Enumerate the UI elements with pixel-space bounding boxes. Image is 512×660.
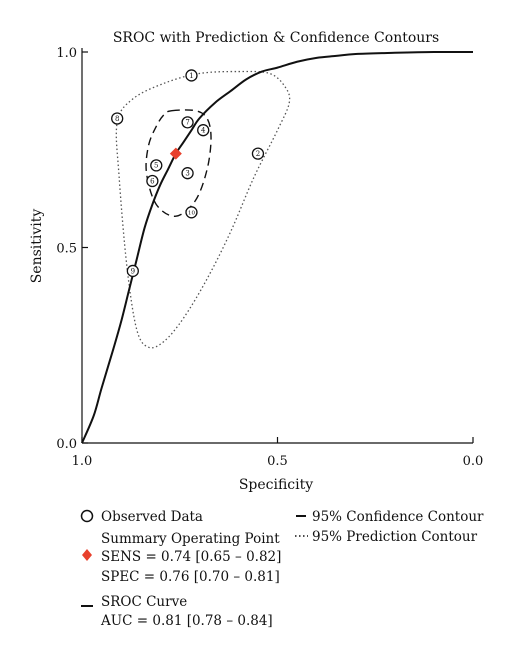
legend-prediction-label: 95% Prediction Contour bbox=[312, 529, 478, 545]
observed-point-label: 8 bbox=[115, 115, 119, 123]
legend-observed-label: Observed Data bbox=[101, 509, 203, 525]
legend-summary-title: Summary Operating Point bbox=[101, 531, 280, 547]
observed-point-label: 2 bbox=[256, 150, 260, 158]
observed-point-label: 7 bbox=[185, 119, 189, 127]
y-axis-label: Sensitivity bbox=[29, 209, 45, 284]
legend-confidence-label: 95% Confidence Contour bbox=[312, 509, 484, 525]
y-tick-label: 0.0 bbox=[56, 437, 77, 452]
observed-point-marker bbox=[185, 69, 198, 82]
observed-point: 6 bbox=[146, 174, 159, 188]
observed-point-label: 1 bbox=[189, 72, 193, 80]
sroc-curve bbox=[81, 50, 474, 444]
legend-sroc-title: SROC Curve bbox=[101, 594, 187, 610]
legend-summary-marker bbox=[82, 549, 92, 561]
observed-point-marker bbox=[251, 147, 265, 160]
observed-point-label: 4 bbox=[201, 127, 206, 135]
observed-point: 4 bbox=[197, 124, 210, 137]
confidence-contour bbox=[145, 109, 212, 217]
observed-point-marker bbox=[181, 167, 194, 180]
chart-title: SROC with Prediction & Confidence Contou… bbox=[113, 30, 439, 46]
observed-point-marker bbox=[197, 124, 210, 137]
summary-operating-point bbox=[169, 147, 182, 160]
x-tick-label: 0.0 bbox=[463, 454, 484, 469]
observed-point-marker bbox=[181, 116, 194, 129]
y-tick-label: 0.5 bbox=[56, 242, 77, 257]
observed-point-label: 10 bbox=[188, 211, 195, 217]
observed-point: 9 bbox=[126, 264, 139, 278]
observed-point-marker bbox=[146, 174, 159, 188]
observed-point-marker bbox=[126, 264, 139, 278]
observed-point-label: 5 bbox=[154, 162, 158, 170]
observed-point: 2 bbox=[251, 147, 265, 160]
observed-point: 7 bbox=[181, 116, 194, 129]
legend-sroc-auc: AUC = 0.81 [0.78 – 0.84] bbox=[100, 613, 273, 629]
observed-point-label: 6 bbox=[150, 177, 155, 185]
y-tick-label: 1.0 bbox=[56, 46, 77, 61]
observed-point-marker bbox=[185, 206, 198, 219]
x-axis-label: Specificity bbox=[239, 477, 313, 493]
observed-point: 3 bbox=[181, 167, 194, 180]
observed-point: 8 bbox=[111, 112, 124, 125]
legend-summary-spec: SPEC = 0.76 [0.70 – 0.81] bbox=[101, 569, 280, 585]
observed-point: 1 bbox=[185, 69, 198, 82]
prediction-contour bbox=[115, 70, 291, 349]
observed-point-label: 3 bbox=[185, 170, 189, 178]
observed-point: 10 bbox=[185, 206, 198, 219]
x-tick-label: 0.5 bbox=[267, 454, 288, 469]
observed-point-marker bbox=[111, 112, 124, 125]
observed-point-label: 9 bbox=[131, 267, 135, 275]
x-tick-label: 1.0 bbox=[72, 454, 93, 469]
observed-point-marker bbox=[150, 159, 163, 172]
legend-observed-marker bbox=[80, 509, 94, 523]
legend-summary-sens: SENS = 0.74 [0.65 – 0.82] bbox=[101, 549, 281, 565]
observed-point: 5 bbox=[150, 159, 163, 172]
